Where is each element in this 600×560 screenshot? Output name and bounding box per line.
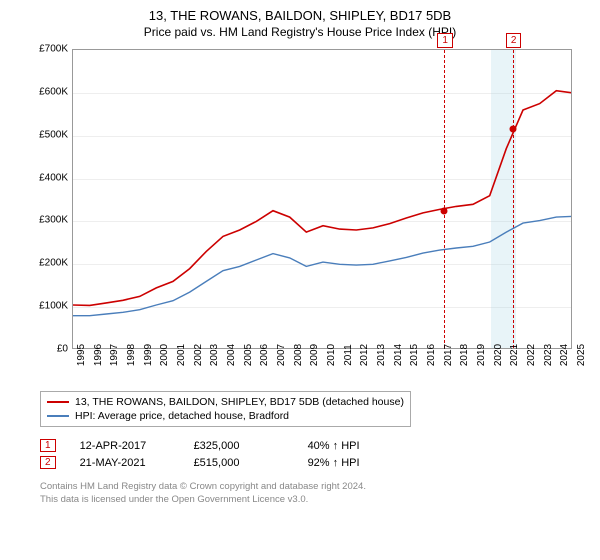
footnote-line-2: This data is licensed under the Open Gov… xyxy=(40,494,592,507)
transaction-date: 12-APR-2017 xyxy=(80,440,170,452)
marker-id-box: 2 xyxy=(506,33,522,48)
x-tick-label: 2001 xyxy=(176,344,187,366)
title-main: 13, THE ROWANS, BAILDON, SHIPLEY, BD17 5… xyxy=(8,8,592,23)
footnote-line-1: Contains HM Land Registry data © Crown c… xyxy=(40,481,592,494)
y-tick-label: £300K xyxy=(26,215,68,226)
transaction-price: £515,000 xyxy=(194,457,284,469)
x-tick-label: 2010 xyxy=(326,344,337,366)
legend: 13, THE ROWANS, BAILDON, SHIPLEY, BD17 5… xyxy=(40,391,411,427)
x-tick-label: 1995 xyxy=(76,344,87,366)
y-tick-label: £100K xyxy=(26,301,68,312)
x-tick-label: 2024 xyxy=(559,344,570,366)
x-tick-label: 2007 xyxy=(276,344,287,366)
marker-id-box: 1 xyxy=(437,33,453,48)
x-tick-label: 1998 xyxy=(126,344,137,366)
legend-label: HPI: Average price, detached house, Brad… xyxy=(75,410,289,422)
x-tick-label: 2002 xyxy=(193,344,204,366)
x-tick-label: 2020 xyxy=(493,344,504,366)
legend-swatch xyxy=(47,401,69,403)
legend-label: 13, THE ROWANS, BAILDON, SHIPLEY, BD17 5… xyxy=(75,396,404,408)
transactions-table: 1 12-APR-2017 £325,000 40% ↑ HPI 2 21-MAY-202… xyxy=(40,437,592,471)
transaction-delta: 92% ↑ HPI xyxy=(308,457,398,469)
series-svg xyxy=(73,50,572,349)
y-tick-label: £600K xyxy=(26,86,68,97)
footnote: Contains HM Land Registry data © Crown c… xyxy=(40,481,592,507)
y-tick-label: £200K xyxy=(26,258,68,269)
plot-region xyxy=(72,49,572,349)
chart-area: £0 £100K £200K £300K £400K £500K £600K £700K 199… xyxy=(26,45,586,385)
x-tick-label: 2005 xyxy=(243,344,254,366)
x-tick-label: 2018 xyxy=(459,344,470,366)
y-tick-label: £700K xyxy=(26,44,68,55)
x-tick-label: 2017 xyxy=(443,344,454,366)
x-tick-label: 2009 xyxy=(309,344,320,366)
x-tick-label: 1997 xyxy=(109,344,120,366)
chart-title-block: 13, THE ROWANS, BAILDON, SHIPLEY, BD17 5… xyxy=(8,8,592,39)
legend-item: 13, THE ROWANS, BAILDON, SHIPLEY, BD17 5… xyxy=(47,395,404,409)
x-tick-label: 1999 xyxy=(143,344,154,366)
legend-swatch xyxy=(47,415,69,417)
x-tick-label: 2012 xyxy=(359,344,370,366)
series-subject xyxy=(73,91,572,306)
x-tick-label: 2016 xyxy=(426,344,437,366)
x-tick-label: 2021 xyxy=(509,344,520,366)
x-tick-label: 2019 xyxy=(476,344,487,366)
x-tick-label: 2011 xyxy=(343,344,354,366)
x-tick-label: 2004 xyxy=(226,344,237,366)
x-tick-label: 2015 xyxy=(409,344,420,366)
title-sub: Price paid vs. HM Land Registry's House … xyxy=(8,25,592,39)
legend-item: HPI: Average price, detached house, Brad… xyxy=(47,409,404,423)
x-tick-label: 1996 xyxy=(93,344,104,366)
transaction-id-box: 1 xyxy=(40,439,56,452)
x-tick-label: 2013 xyxy=(376,344,387,366)
y-tick-label: £400K xyxy=(26,172,68,183)
x-tick-label: 2003 xyxy=(209,344,220,366)
y-tick-label: £500K xyxy=(26,129,68,140)
x-tick-label: 2025 xyxy=(576,344,587,366)
series-hpi xyxy=(73,216,572,315)
x-tick-label: 2022 xyxy=(526,344,537,366)
transaction-row: 2 21-MAY-2021 £515,000 92% ↑ HPI xyxy=(40,454,592,471)
x-tick-label: 2008 xyxy=(293,344,304,366)
transaction-delta: 40% ↑ HPI xyxy=(308,440,398,452)
transaction-price: £325,000 xyxy=(194,440,284,452)
x-tick-label: 2006 xyxy=(259,344,270,366)
y-tick-label: £0 xyxy=(26,344,68,355)
x-tick-label: 2014 xyxy=(393,344,404,366)
transaction-date: 21-MAY-2021 xyxy=(80,457,170,469)
transaction-row: 1 12-APR-2017 £325,000 40% ↑ HPI xyxy=(40,437,592,454)
transaction-id-box: 2 xyxy=(40,456,56,469)
x-tick-label: 2023 xyxy=(543,344,554,366)
x-tick-label: 2000 xyxy=(159,344,170,366)
